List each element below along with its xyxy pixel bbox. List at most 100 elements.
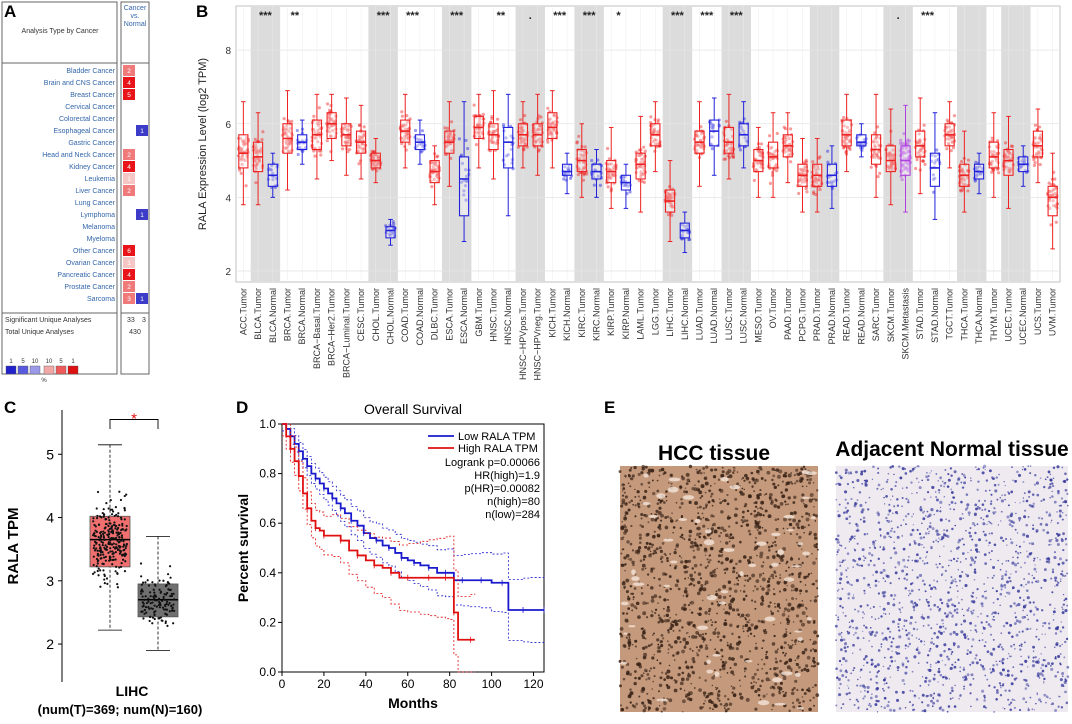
signif-mark-skcm: .: [897, 10, 900, 22]
nucleus: [847, 687, 850, 689]
data-point: [811, 160, 815, 164]
data-point: [876, 175, 880, 179]
nucleus: [726, 502, 730, 506]
nucleus: [768, 577, 771, 581]
nucleus: [785, 569, 788, 572]
nucleus: [709, 639, 712, 641]
data-point: [537, 123, 542, 128]
sinusoid: [668, 477, 681, 482]
shade-band: [368, 6, 398, 282]
nucleus: [959, 694, 962, 697]
nucleus: [988, 541, 991, 545]
data-point: [759, 151, 764, 155]
nucleus: [658, 527, 662, 531]
nucleus: [864, 556, 867, 560]
data-point: [148, 619, 151, 623]
nucleus: [629, 691, 634, 696]
nucleus: [789, 632, 792, 635]
nucleus: [717, 560, 720, 563]
nucleus: [721, 500, 724, 503]
data-point: [516, 145, 521, 149]
data-point: [959, 180, 964, 184]
data-point: [400, 110, 404, 114]
nucleus: [725, 541, 729, 545]
data-point: [640, 179, 644, 183]
data-point: [873, 131, 877, 135]
nucleus: [766, 579, 771, 584]
box-hnsc-tumor: [487, 90, 501, 180]
nucleus: [924, 590, 927, 593]
nucleus: [742, 476, 745, 479]
data-point: [803, 165, 807, 169]
nucleus: [771, 693, 775, 697]
data-point: [523, 114, 527, 118]
nucleus: [775, 666, 779, 670]
nucleus: [795, 468, 799, 472]
nucleus: [789, 667, 793, 671]
data-point: [288, 150, 292, 154]
nucleus: [727, 525, 731, 528]
nucleus: [740, 519, 743, 522]
data-point: [285, 141, 289, 146]
data-point: [903, 166, 907, 170]
data-point: [285, 145, 290, 149]
nucleus: [739, 616, 742, 618]
data-point: [116, 583, 119, 586]
data-point: [871, 139, 875, 144]
nucleus: [703, 536, 707, 540]
sinusoid: [802, 551, 810, 556]
data-point: [147, 606, 150, 609]
nucleus: [696, 652, 698, 654]
hcc-tissue-label: HCC tissue: [658, 442, 770, 465]
nucleus: [755, 579, 760, 584]
nucleus: [1064, 640, 1067, 644]
signif-mark-coad: ***: [406, 10, 420, 22]
nucleus: [720, 648, 724, 652]
sinusoid: [771, 562, 779, 567]
nucleus: [791, 596, 795, 601]
nucleus: [770, 611, 774, 616]
nucleus: [1015, 604, 1018, 607]
data-point: [947, 125, 951, 129]
nucleus: [794, 679, 798, 683]
data-point: [328, 134, 333, 138]
nucleus: [754, 707, 758, 711]
data-point: [888, 154, 892, 158]
data-point: [255, 161, 259, 166]
nucleus: [716, 686, 719, 690]
data-point: [490, 134, 494, 139]
nucleus: [992, 565, 996, 569]
nucleus: [667, 652, 669, 654]
data-point: [162, 597, 165, 600]
nucleus: [647, 706, 652, 710]
data-point: [107, 530, 110, 533]
data-point: [490, 136, 495, 140]
nucleus: [783, 532, 786, 535]
nucleus: [799, 592, 801, 595]
data-point: [520, 125, 524, 129]
nucleus: [750, 623, 754, 627]
data-point: [582, 173, 586, 177]
data-point: [97, 554, 100, 557]
nucleus: [666, 559, 669, 563]
nucleus: [685, 472, 690, 477]
nucleus: [814, 520, 817, 522]
up-cell: [123, 173, 135, 184]
nucleus: [809, 649, 813, 652]
data-point: [318, 121, 322, 125]
data-point: [608, 176, 612, 180]
nucleus: [689, 545, 693, 549]
data-point: [608, 168, 612, 172]
data-point: [520, 126, 524, 130]
nucleus: [621, 498, 626, 503]
nucleus: [685, 693, 689, 698]
data-point: [357, 144, 361, 148]
data-point: [918, 138, 922, 142]
nucleus: [835, 667, 838, 671]
nucleus: [713, 529, 718, 534]
nucleus: [791, 572, 794, 576]
nucleus: [783, 647, 786, 649]
nucleus: [706, 655, 709, 658]
nucleus: [689, 609, 691, 611]
data-point: [436, 154, 440, 158]
